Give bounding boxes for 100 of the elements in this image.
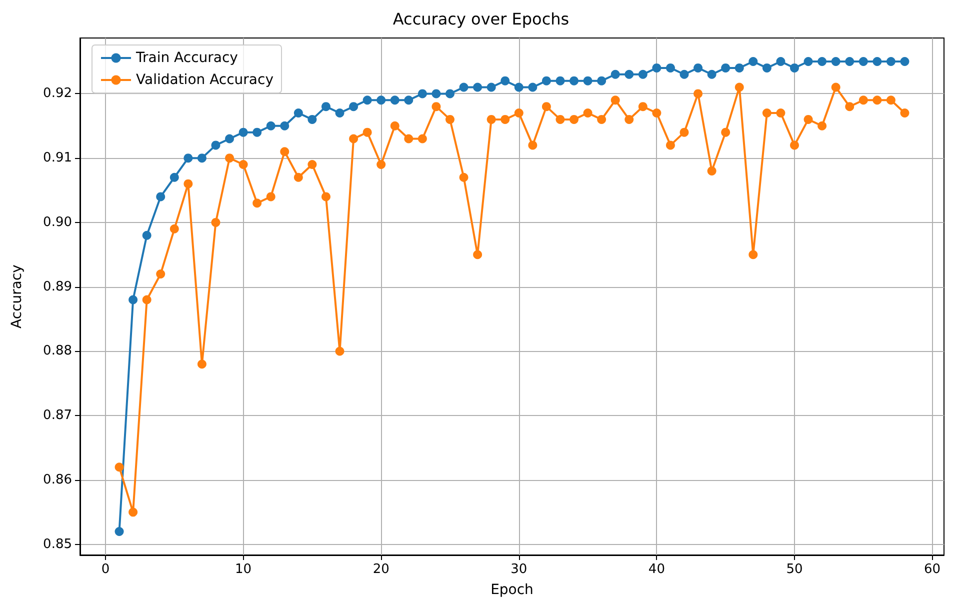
point xyxy=(583,108,592,118)
point xyxy=(390,121,400,130)
point xyxy=(266,192,276,202)
point xyxy=(858,57,868,66)
point xyxy=(900,57,910,66)
point xyxy=(418,89,427,98)
point xyxy=(321,192,330,202)
x-tick-label: 40 xyxy=(648,562,665,577)
point xyxy=(142,230,152,240)
point xyxy=(652,108,662,118)
point xyxy=(680,128,689,137)
point xyxy=(597,114,606,124)
point xyxy=(418,134,427,144)
point xyxy=(748,250,758,260)
point xyxy=(114,462,124,472)
point xyxy=(197,154,206,163)
point xyxy=(790,63,799,72)
point xyxy=(845,57,854,66)
point xyxy=(762,108,772,118)
x-axis-title: Epoch xyxy=(490,582,534,598)
x-tick-label: 50 xyxy=(786,562,803,577)
x-tick-label: 0 xyxy=(101,562,110,577)
point xyxy=(446,114,454,124)
point xyxy=(638,102,648,112)
point xyxy=(238,160,248,170)
point xyxy=(225,134,234,144)
point xyxy=(128,508,138,517)
point xyxy=(514,82,524,92)
point xyxy=(432,102,441,112)
point xyxy=(652,63,662,72)
point xyxy=(376,96,386,105)
point xyxy=(666,63,675,72)
point xyxy=(308,160,317,170)
point xyxy=(776,57,786,66)
y-tick-label: 0.90 xyxy=(43,214,72,230)
x-tick-label: 20 xyxy=(372,562,390,577)
point xyxy=(818,57,827,66)
point xyxy=(831,57,840,66)
point xyxy=(886,96,896,105)
x-tick-label: 30 xyxy=(510,562,528,577)
point xyxy=(280,147,290,156)
point xyxy=(528,140,538,150)
y-tick-label: 0.86 xyxy=(43,472,72,488)
point xyxy=(500,114,510,124)
point xyxy=(818,121,827,130)
point xyxy=(776,108,786,118)
point xyxy=(624,70,634,79)
y-tick-label: 0.89 xyxy=(43,279,72,294)
point xyxy=(556,76,565,86)
point xyxy=(748,57,758,66)
point xyxy=(335,346,344,356)
point xyxy=(721,63,730,72)
point xyxy=(294,172,303,182)
point xyxy=(211,218,220,227)
point xyxy=(680,70,689,79)
point xyxy=(694,63,703,72)
point xyxy=(500,76,510,86)
point xyxy=(804,114,813,124)
point xyxy=(831,82,840,92)
point xyxy=(570,114,579,124)
point xyxy=(610,70,620,79)
point xyxy=(294,108,303,118)
point xyxy=(252,128,262,137)
point xyxy=(886,57,896,66)
point xyxy=(266,121,276,130)
point xyxy=(211,140,220,150)
point xyxy=(734,63,744,72)
point xyxy=(694,89,703,98)
point xyxy=(845,102,854,112)
y-tick-label: 0.92 xyxy=(43,86,72,102)
point xyxy=(349,134,358,144)
point xyxy=(610,96,620,105)
point xyxy=(404,96,414,105)
point xyxy=(734,82,744,92)
point xyxy=(349,102,358,112)
y-tick-label: 0.85 xyxy=(43,536,72,552)
point xyxy=(570,76,579,86)
point xyxy=(156,269,166,278)
point xyxy=(473,250,482,260)
point xyxy=(128,295,138,304)
point xyxy=(900,108,910,118)
x-tick-label: 60 xyxy=(924,562,941,577)
y-tick-label: 0.87 xyxy=(43,408,72,424)
point xyxy=(486,82,496,92)
point xyxy=(404,134,414,144)
point xyxy=(528,82,538,92)
point xyxy=(666,140,675,150)
point xyxy=(446,89,454,98)
point xyxy=(321,102,330,112)
point xyxy=(280,121,290,130)
point xyxy=(252,198,262,208)
point xyxy=(390,96,400,105)
point xyxy=(597,76,606,86)
point xyxy=(184,179,193,188)
point xyxy=(583,76,592,86)
point xyxy=(362,128,372,137)
point xyxy=(872,57,882,66)
point xyxy=(762,63,772,72)
point xyxy=(308,114,317,124)
point xyxy=(362,96,372,105)
